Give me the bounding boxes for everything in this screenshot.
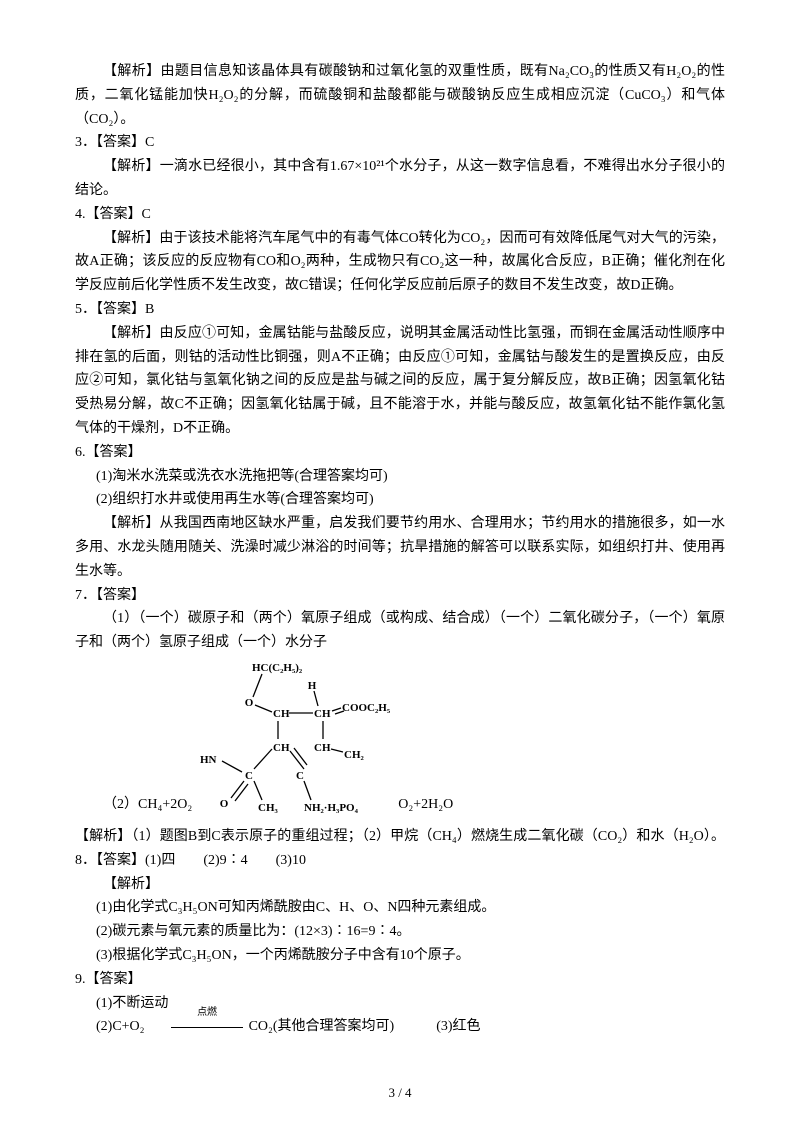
page-number: 3 / 4 (0, 1082, 800, 1104)
answer-9-item-2: (2)C+O₂ CO₂(其他合理答案均可) (3)红色 (75, 1015, 725, 1039)
svg-text:COOC₂H₅: COOC₂H₅ (342, 702, 391, 714)
chemical-structure-figure: HC(C₂H₅)₂ H O CH CH COOC₂H₅ CH CH HN C C… (194, 659, 394, 817)
answer-6-item-1: (1)淘米水洗菜或洗衣水洗拖把等(合理答案均可) (75, 465, 725, 489)
svg-text:O: O (245, 697, 254, 709)
equation-7-right: O₂+2H₂O (394, 793, 453, 817)
svg-text:CH: CH (314, 742, 331, 754)
svg-text:HC(C₂H₅)₂: HC(C₂H₅)₂ (252, 662, 303, 674)
equation-7-left: （2）CH₄+2O₂ (75, 793, 194, 817)
answer-6-item-2: (2)组织打水井或使用再生水等(合理答案均可) (75, 488, 725, 512)
svg-text:H: H (308, 680, 317, 692)
svg-text:CH₃: CH₃ (258, 802, 279, 814)
answer-7-figure-row: （2）CH₄+2O₂ HC(C₂H₅)₂ H O CH CH COOC₂H₅ C… (75, 659, 725, 817)
answer-6-heading: 6.【答案】 (75, 441, 725, 465)
answer-9-item-3: (3)红色 (436, 1019, 480, 1034)
answer-9-heading: 9.【答案】 (75, 968, 725, 992)
answer-5-heading: 5．【答案】B (75, 298, 725, 322)
svg-text:CH: CH (273, 742, 290, 754)
answer-8-item-3: (3)根据化学式C₃H₅ON，一个丙烯酰胺分子中含有10个原子。 (75, 944, 725, 968)
svg-text:NH₂·H₃PO₄: NH₂·H₃PO₄ (304, 802, 359, 814)
svg-text:HN: HN (200, 754, 217, 766)
svg-text:C: C (245, 770, 253, 782)
svg-text:C: C (296, 770, 304, 782)
explanation-2: 【解析】由题目信息知该晶体具有碳酸钠和过氧化氢的双重性质，既有Na₂CO₃的性质… (75, 60, 725, 131)
explanation-6: 【解析】从我国西南地区缺水严重，启发我们要节约用水、合理用水；节约用水的措施很多… (75, 512, 725, 583)
answer-7-heading: 7．【答案】 (75, 584, 725, 608)
svg-text:CH₂: CH₂ (344, 749, 365, 761)
explanation-7-and-answer-8: 【解析】（1）题图B到C表示原子的重组过程；（2）甲烷（CH₄）燃烧生成二氧化碳… (75, 825, 725, 873)
svg-text:O: O (220, 798, 229, 810)
answer-7-item-1: （1）（一个）碳原子和（两个）氧原子组成（或构成、结合成）（一个）二氧化碳分子，… (75, 607, 725, 655)
answer-8-item-1: (1)由化学式C₃H₅ON可知丙烯酰胺由C、H、O、N四种元素组成。 (75, 896, 725, 920)
explanation-5: 【解析】由反应①可知，金属钴能与盐酸反应，说明其金属活动性比氢强，而铜在金属活动… (75, 322, 725, 441)
answer-3-heading: 3．【答案】C (75, 131, 725, 155)
reaction-arrow-icon (148, 1015, 245, 1039)
svg-text:CH: CH (273, 708, 290, 720)
explanation-4: 【解析】由于该技术能将汽车尾气中的有毒气体CO转化为CO₂，因而可有效降低尾气对… (75, 227, 725, 298)
answer-8-item-2: (2)碳元素与氧元素的质量比为：(12×3)∶16=9∶4。 (75, 920, 725, 944)
answer-9-item-1: (1)不断运动 (75, 992, 725, 1016)
equation-9-pre: (2)C+O₂ (96, 1019, 145, 1034)
explanation-3: 【解析】一滴水已经很小，其中含有1.67×10²¹个水分子，从这一数字信息看，不… (75, 155, 725, 203)
answer-4-heading: 4.【答案】C (75, 203, 725, 227)
explanation-8-heading: 【解析】 (75, 873, 725, 897)
equation-9-post: CO₂(其他合理答案均可) (249, 1019, 395, 1034)
svg-text:CH: CH (314, 708, 331, 720)
